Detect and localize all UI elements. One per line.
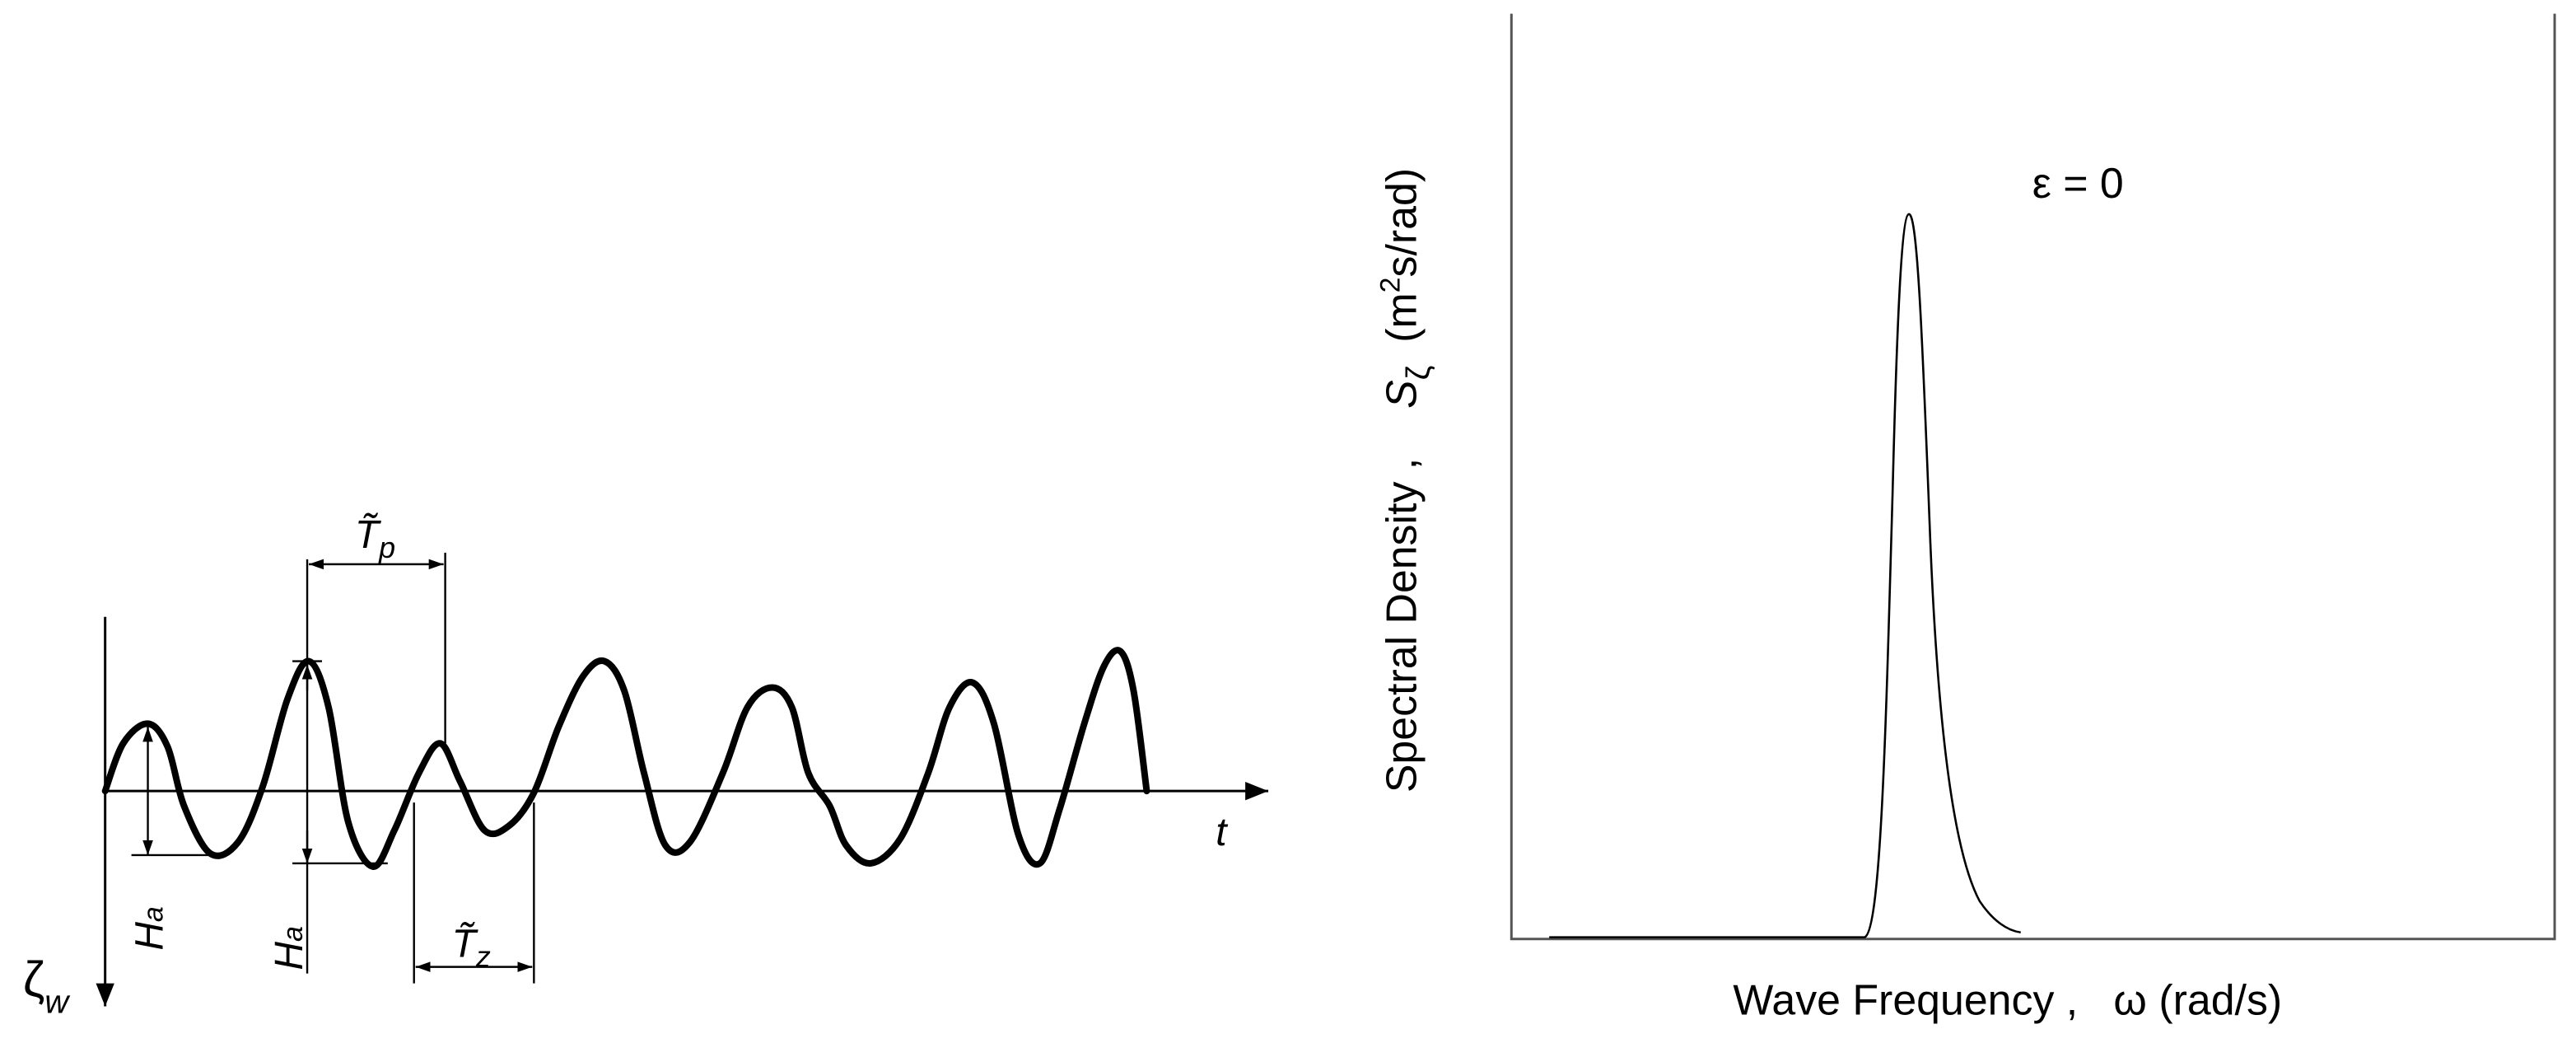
annotation: ε = 0 xyxy=(2032,159,2124,207)
unit-power: 2 xyxy=(1375,277,1407,292)
spectrum-frame xyxy=(1510,13,2556,941)
subscript: w xyxy=(44,984,70,1020)
symbol: T̃ xyxy=(452,922,479,966)
subscript: a xyxy=(138,906,169,922)
amplitude-label: Ha xyxy=(268,926,311,970)
wave-record xyxy=(101,647,1150,870)
symbol: H xyxy=(128,922,171,951)
symbol: ζ xyxy=(23,952,44,1008)
label-text: Spectral Density , xyxy=(1378,458,1426,793)
x-axis-label: Wave Frequency , ω (rad/s) xyxy=(1733,975,2282,1023)
unit: s/rad) xyxy=(1378,168,1426,278)
plot-frame xyxy=(1510,13,2556,941)
amplitude-label: Ha xyxy=(128,906,171,950)
y-axis-label: Spectral Density , Sζ (m2s/rad) xyxy=(1375,168,1437,793)
wave-annotations xyxy=(131,552,535,984)
elevation-axis-label: ζw xyxy=(23,952,70,1021)
subscript: z xyxy=(475,941,491,974)
time-axis-label: t xyxy=(1216,811,1228,854)
wave-axes xyxy=(96,616,1269,1007)
peak-period-label: T̃p xyxy=(355,512,395,564)
subscript: p xyxy=(378,531,395,564)
spectrum-curve xyxy=(1549,213,2021,939)
unit: (m xyxy=(1378,292,1426,342)
symbol: T̃ xyxy=(355,512,382,557)
subscript: ζ xyxy=(1401,366,1437,381)
subscript: a xyxy=(278,926,309,942)
symbol: S xyxy=(1378,380,1426,409)
zero-period-label: T̃z xyxy=(452,922,491,974)
symbol: H xyxy=(268,942,311,971)
